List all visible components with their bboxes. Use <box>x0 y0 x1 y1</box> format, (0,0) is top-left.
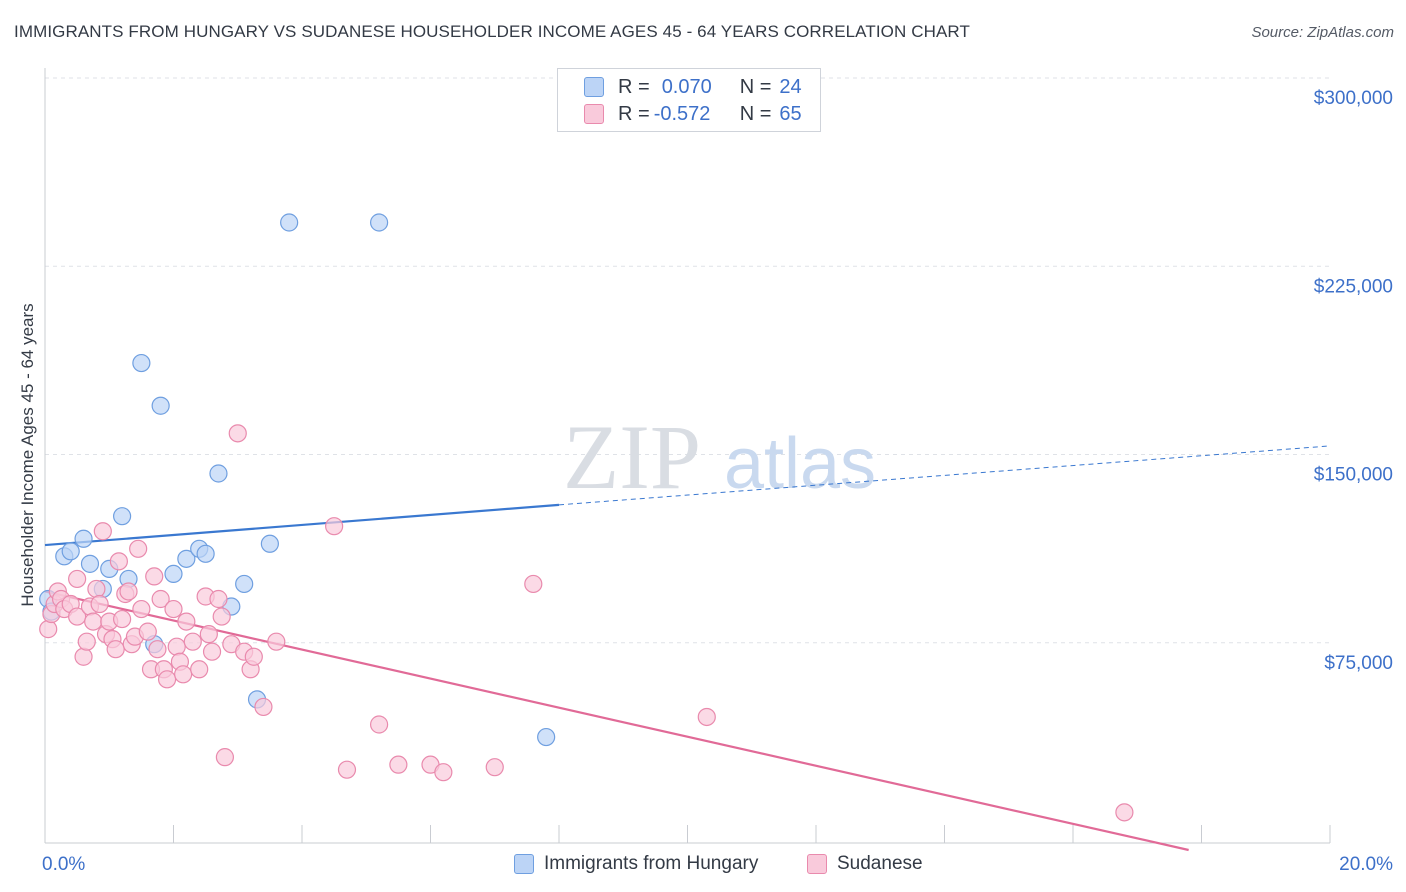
point-sudanese <box>84 612 103 631</box>
point-sudanese <box>93 522 112 541</box>
legend-r-label: R = <box>618 75 650 98</box>
point-sudanese <box>337 760 357 779</box>
y-tick-label: $150,000 <box>1314 465 1393 486</box>
point-hungary <box>537 727 556 747</box>
point-sudanese <box>254 697 273 717</box>
trend-line-sudanese <box>44 590 1189 852</box>
bottom-legend-label-sudanese: Sudanese <box>837 853 923 874</box>
stats-legend: R = 0.070 N = 24 R = -0.572 N = 65 <box>557 68 821 132</box>
point-sudanese <box>177 612 196 631</box>
trend-lines <box>44 445 1331 852</box>
legend-row-sudanese: R = -0.572 N = 65 <box>558 101 802 127</box>
legend-r-value-hungary: 0.070 <box>661 75 712 98</box>
bottom-legend-sudanese: Sudanese <box>807 852 923 876</box>
chart-title: IMMIGRANTS FROM HUNGARY VS SUDANESE HOUS… <box>14 22 970 41</box>
point-sudanese <box>244 647 263 666</box>
legend-n-label: N = <box>739 75 772 98</box>
point-sudanese <box>228 424 247 443</box>
point-hungary <box>74 529 93 548</box>
legend-swatch-pink <box>584 104 604 124</box>
point-hungary <box>370 213 389 232</box>
point-sudanese <box>174 665 193 684</box>
point-sudanese <box>132 599 151 619</box>
point-sudanese <box>325 517 344 536</box>
grid-lines <box>45 77 1330 644</box>
legend-n-value-hungary: 24 <box>779 75 802 98</box>
point-hungary <box>177 549 196 568</box>
point-sudanese <box>202 642 222 661</box>
point-sudanese <box>697 707 716 727</box>
bottom-legend-hungary: Immigrants from Hungary <box>514 852 758 876</box>
trend-line-hungary <box>44 503 560 547</box>
point-sudanese <box>524 574 543 594</box>
legend-r-value-sudanese: -0.572 <box>653 102 711 125</box>
point-sudanese <box>90 594 109 614</box>
y-tick-label: $75,000 <box>1324 653 1393 674</box>
point-hungary <box>112 507 132 526</box>
point-hungary <box>164 564 183 584</box>
point-hungary <box>280 213 299 232</box>
point-sudanese <box>199 625 218 644</box>
point-sudanese <box>267 632 286 651</box>
point-sudanese <box>190 660 209 679</box>
point-hungary <box>260 534 279 553</box>
legend-swatch-blue <box>584 77 604 97</box>
point-sudanese <box>215 748 234 767</box>
legend-n-value-sudanese: 65 <box>779 102 802 125</box>
point-sudanese <box>157 670 177 689</box>
point-sudanese <box>138 622 157 641</box>
point-hungary <box>132 353 151 373</box>
point-sudanese <box>164 599 183 619</box>
point-sudanese <box>485 758 504 777</box>
point-sudanese <box>167 637 186 656</box>
point-sudanese <box>129 539 148 558</box>
point-sudanese <box>209 589 228 609</box>
point-sudanese <box>109 552 128 571</box>
trend-line-hungary-extension <box>558 445 1331 506</box>
watermark-atlas: atlas <box>724 424 876 504</box>
point-sudanese <box>212 607 231 626</box>
point-hungary <box>61 542 80 561</box>
point-sudanese <box>151 589 170 609</box>
tick-labels: $75,000 $150,000 $225,000 $300,000 0.0% 20.0% <box>42 88 1393 875</box>
bottom-legend-label-hungary: Immigrants from Hungary <box>544 853 759 874</box>
point-sudanese <box>145 567 164 586</box>
point-sudanese <box>148 640 167 659</box>
point-sudanese <box>68 569 87 589</box>
point-hungary <box>235 574 254 594</box>
data-points <box>39 213 1134 822</box>
source-credit: Source: ZipAtlas.com <box>1251 24 1394 41</box>
point-hungary <box>151 396 170 415</box>
point-hungary <box>80 554 100 573</box>
legend-n-label: N = <box>739 102 772 125</box>
point-sudanese <box>39 620 58 639</box>
point-sudanese <box>112 609 132 629</box>
point-hungary <box>209 464 228 483</box>
point-sudanese <box>434 763 453 782</box>
point-sudanese <box>370 715 389 734</box>
y-tick-label: $225,000 <box>1314 276 1393 297</box>
bottom-legend-swatch-blue <box>514 854 534 874</box>
bottom-legend-swatch-pink <box>807 854 827 874</box>
x-tick-label-min: 0.0% <box>42 854 85 875</box>
y-tick-label: $300,000 <box>1314 88 1393 109</box>
point-sudanese <box>389 755 408 774</box>
legend-r-label: R = <box>618 102 650 125</box>
watermark-zip: ZIP <box>563 406 701 508</box>
point-sudanese <box>183 632 202 651</box>
x-tick-label-max: 20.0% <box>1339 854 1393 875</box>
point-sudanese <box>87 579 106 599</box>
point-sudanese <box>1115 803 1134 822</box>
point-sudanese <box>74 647 93 666</box>
point-sudanese <box>119 582 138 601</box>
point-sudanese <box>77 632 96 651</box>
axes <box>44 68 1331 844</box>
point-hungary <box>196 544 215 563</box>
legend-row-hungary: R = 0.070 N = 24 <box>558 74 802 100</box>
point-sudanese <box>106 640 125 659</box>
